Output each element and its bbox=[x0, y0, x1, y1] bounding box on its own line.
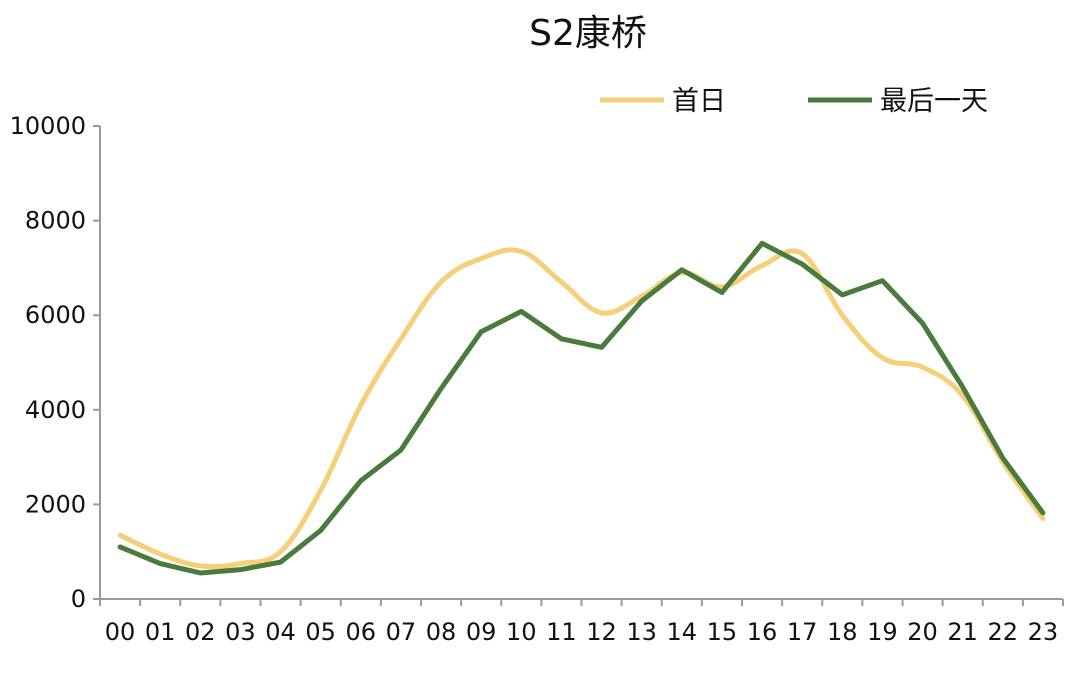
series-lines bbox=[117, 240, 1046, 576]
y-tick-label: 8000 bbox=[25, 207, 86, 235]
legend-label: 最后一天 bbox=[880, 86, 988, 117]
x-tick-label: 21 bbox=[947, 618, 978, 646]
x-tick-label: 04 bbox=[265, 618, 296, 646]
x-tick-label: 14 bbox=[667, 618, 698, 646]
x-tick-label: 05 bbox=[305, 618, 336, 646]
chart-title: S2康桥 bbox=[529, 13, 647, 54]
y-tick-label: 4000 bbox=[25, 396, 86, 424]
x-tick-label: 01 bbox=[145, 618, 176, 646]
axes: 0 2000 4000 6000 8000 10000 00 01 02 03 04 05 06 07 08… bbox=[10, 112, 1064, 646]
legend-label: 首日 bbox=[672, 86, 726, 117]
y-tick-label: 0 bbox=[71, 585, 86, 613]
x-tick-label: 20 bbox=[907, 618, 938, 646]
x-tick-label: 19 bbox=[867, 618, 898, 646]
x-tick-label: 18 bbox=[827, 618, 858, 646]
x-tick-label: 15 bbox=[707, 618, 738, 646]
x-tick-label: 06 bbox=[346, 618, 377, 646]
legend: 首日 最后一天 bbox=[600, 86, 988, 117]
x-tick-label: 16 bbox=[747, 618, 778, 646]
x-tick-label: 08 bbox=[426, 618, 457, 646]
x-tick-label: 10 bbox=[506, 618, 537, 646]
x-tick-label: 22 bbox=[988, 618, 1019, 646]
x-tick-label: 09 bbox=[466, 618, 497, 646]
series-line-1 bbox=[117, 240, 1046, 576]
y-tick-label: 6000 bbox=[25, 301, 86, 329]
y-tick-label: 10000 bbox=[10, 112, 86, 140]
x-tick-label: 23 bbox=[1028, 618, 1059, 646]
x-tick-label: 12 bbox=[586, 618, 617, 646]
x-tick-label: 07 bbox=[386, 618, 417, 646]
x-tick-label: 02 bbox=[185, 618, 216, 646]
x-tick-label: 17 bbox=[787, 618, 818, 646]
series-line-0 bbox=[117, 247, 1046, 570]
y-tick-label: 2000 bbox=[25, 490, 86, 518]
x-tick-label: 11 bbox=[546, 618, 577, 646]
x-tick-label: 03 bbox=[225, 618, 256, 646]
x-tick-label: 13 bbox=[626, 618, 657, 646]
x-tick-label: 00 bbox=[105, 618, 136, 646]
